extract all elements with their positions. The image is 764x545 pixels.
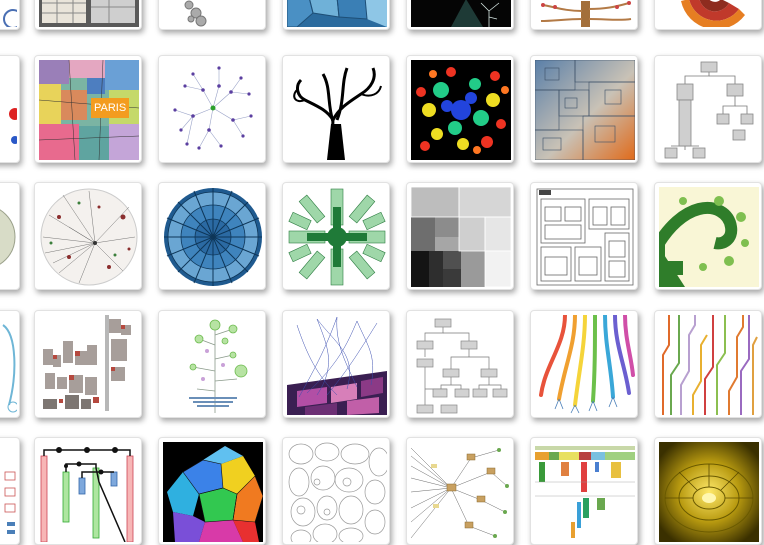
tile-org-chart[interactable] — [406, 310, 514, 418]
tile-edge-left-4[interactable] — [0, 310, 20, 418]
thumbnail-image — [40, 188, 138, 286]
tile-icicle-plot[interactable] — [530, 437, 638, 545]
thumbnail-image — [535, 60, 635, 160]
tile-rainbow-flow-tree[interactable] — [530, 310, 638, 418]
tile-radial-node-link[interactable] — [158, 55, 266, 163]
tile-nested-boxes[interactable] — [530, 182, 638, 290]
thumbnail-image — [287, 316, 387, 415]
thumbnail-image — [4, 471, 16, 534]
thumbnail-image — [416, 318, 508, 414]
thumbnail-image — [39, 0, 139, 27]
tile-treemap-gray[interactable] — [34, 0, 142, 30]
thumbnail-image — [411, 60, 511, 160]
tile-edge-left-2[interactable] — [0, 55, 20, 163]
tile-edge-left-1[interactable] — [0, 0, 20, 30]
thumbnail-image — [0, 209, 16, 265]
thumbnail-image — [288, 188, 386, 286]
tile-balloon-nodes[interactable] — [158, 0, 266, 30]
thumbnail-image — [536, 188, 634, 286]
thumbnail-image — [288, 442, 387, 542]
tile-circle-packing-rainbow[interactable] — [406, 55, 514, 163]
thumbnail-image — [287, 0, 387, 27]
tile-green-bubble-tree[interactable] — [158, 310, 266, 418]
thumbnail-image — [39, 60, 139, 160]
tile-voronoi-treemap[interactable] — [282, 0, 390, 30]
tile-radial-graph-dark[interactable] — [34, 182, 142, 290]
thumbnail-image — [173, 66, 253, 150]
tile-outline-bubbles[interactable] — [282, 437, 390, 545]
tile-bar-skyline[interactable] — [34, 310, 142, 418]
thumbnail-image — [411, 187, 511, 287]
thumbnail-image — [659, 442, 759, 542]
thumbnail-image — [411, 447, 509, 539]
thumbnail-image — [163, 442, 263, 542]
thumbnail-image — [539, 315, 635, 414]
thumbnail-image — [164, 188, 262, 286]
thumbnail-image — [540, 1, 632, 27]
tile-gray-treemap[interactable] — [406, 182, 514, 290]
tile-3d-treemap-edges[interactable] — [282, 310, 390, 418]
tile-spiral-tree[interactable] — [654, 182, 762, 290]
thumbnail-image — [411, 0, 511, 27]
tile-sunburst-segment[interactable] — [654, 0, 762, 30]
thumbnail-image — [681, 0, 745, 27]
thumbnail-image — [659, 187, 759, 287]
thumbnail-image — [2, 324, 17, 413]
tile-dark-tree[interactable] — [406, 0, 514, 30]
thumbnail-image — [535, 446, 635, 538]
tile-edge-left-5[interactable] — [0, 437, 20, 545]
tile-3d-gold-tunnel[interactable] — [654, 437, 762, 545]
tile-green-radial-tree[interactable] — [282, 182, 390, 290]
tile-blue-radial-icicle[interactable] — [158, 182, 266, 290]
city-label: PARIS — [91, 98, 130, 118]
thumbnail-image — [40, 447, 134, 542]
thumbnail-image — [293, 67, 382, 160]
thumbnail-image — [9, 108, 17, 144]
tile-edge-left-3[interactable] — [0, 182, 20, 290]
thumbnail-image — [664, 61, 754, 159]
tile-orange-treemap[interactable] — [530, 55, 638, 163]
thumbnail-image — [189, 319, 248, 413]
thumbnail-image — [662, 315, 758, 415]
thumbnail-image — [3, 9, 17, 27]
tile-orthogonal-tree[interactable] — [654, 55, 762, 163]
tile-branch-tree[interactable] — [530, 0, 638, 30]
tile-bracket-tree[interactable] — [34, 437, 142, 545]
tile-3d-colored-blocks[interactable] — [158, 437, 266, 545]
tile-striped-dendrogram[interactable] — [654, 310, 762, 418]
tile-silhouette-tree[interactable] — [282, 55, 390, 163]
thumbnail-image — [184, 0, 207, 27]
tile-paris-map-treemap[interactable]: PARIS — [34, 55, 142, 163]
tile-file-graph[interactable] — [406, 437, 514, 545]
thumbnail-image — [43, 315, 131, 411]
